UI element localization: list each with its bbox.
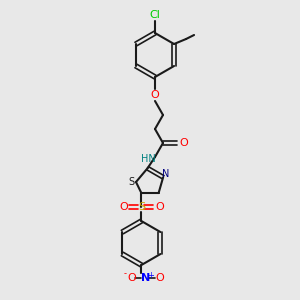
Text: O: O — [155, 273, 164, 283]
Text: HN: HN — [141, 154, 155, 164]
Text: O: O — [155, 202, 164, 212]
Text: S: S — [138, 202, 145, 212]
Text: O: O — [180, 138, 188, 148]
Text: +: + — [147, 271, 154, 280]
Text: N: N — [163, 169, 170, 179]
Text: O: O — [151, 90, 159, 100]
Text: N: N — [141, 273, 150, 283]
Text: Cl: Cl — [150, 10, 160, 20]
Text: -: - — [124, 269, 127, 278]
Text: O: O — [127, 273, 136, 283]
Text: O: O — [119, 202, 128, 212]
Text: S: S — [128, 177, 134, 187]
